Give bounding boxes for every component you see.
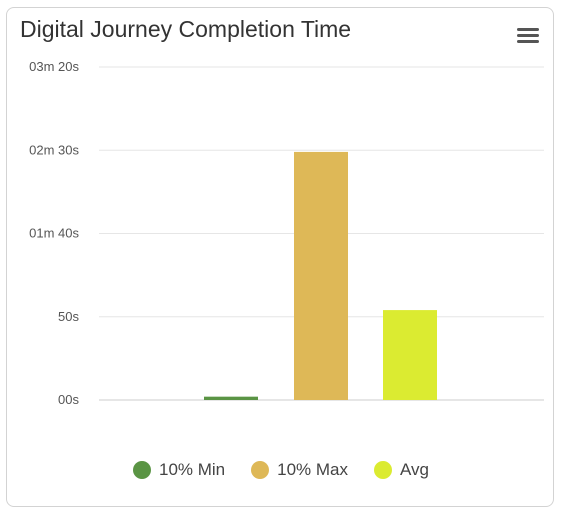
y-tick-label: 02m 30s bbox=[29, 142, 79, 157]
legend-label: 10% Max bbox=[277, 460, 348, 479]
legend-item[interactable]: 10% Max bbox=[251, 460, 348, 480]
hamburger-menu-icon[interactable] bbox=[517, 28, 539, 44]
bar-10-min[interactable] bbox=[204, 396, 258, 400]
legend-item[interactable]: Avg bbox=[374, 460, 429, 480]
chart-legend: 10% Min 10% Max Avg bbox=[7, 460, 555, 480]
bar-10-max[interactable] bbox=[294, 151, 348, 400]
chart-title: Digital Journey Completion Time bbox=[20, 16, 352, 42]
legend-swatch-icon bbox=[251, 461, 270, 479]
legend-swatch-icon bbox=[374, 461, 392, 479]
chart-card: Digital Journey Completion Time 00s 50s 01… bbox=[6, 7, 554, 507]
y-tick-label: 03m 20s bbox=[29, 59, 79, 74]
legend-item[interactable]: 10% Min bbox=[132, 460, 226, 480]
bar-avg[interactable] bbox=[383, 310, 437, 400]
legend-label: Avg bbox=[400, 460, 429, 479]
y-tick-label: 00s bbox=[58, 392, 79, 407]
y-tick-label: 50s bbox=[58, 309, 79, 324]
y-tick-label: 01m 40s bbox=[29, 226, 79, 241]
legend-label: 10% Min bbox=[158, 460, 226, 479]
legend-swatch-icon bbox=[132, 461, 151, 479]
chart-plot: 00s 50s 01m 40s 02m 30s 03m 20s bbox=[29, 59, 544, 407]
